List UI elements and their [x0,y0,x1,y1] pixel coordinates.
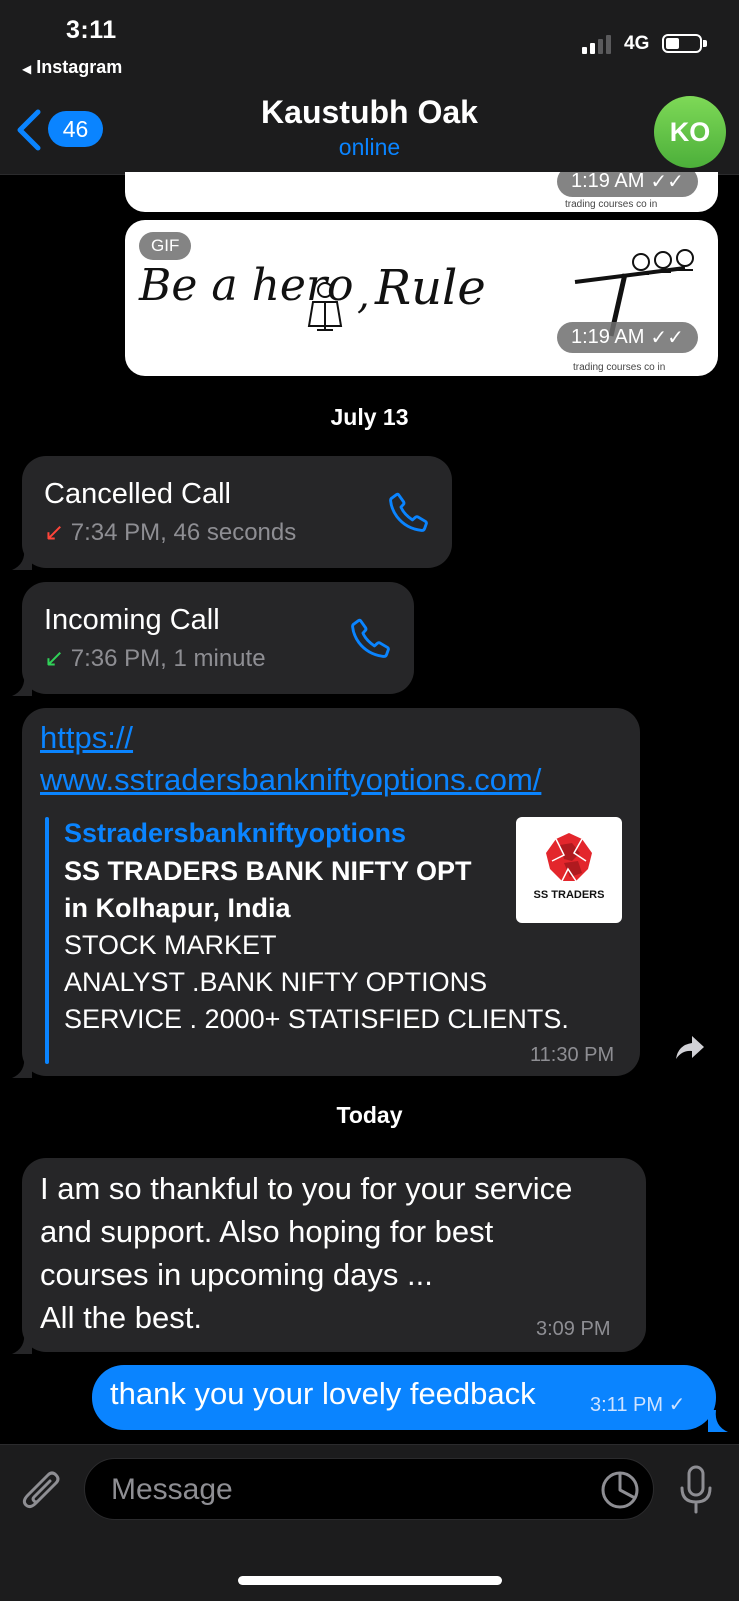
preview-accent-bar [45,817,49,1064]
gif-comma: , [357,272,370,318]
message-text-line: courses in upcoming days ... [40,1257,433,1292]
sticker-icon[interactable] [600,1470,640,1510]
avatar[interactable]: KO [654,96,726,168]
gif-message[interactable]: GIF Be a hero , Rule 1:19 AM ✓✓ trading … [125,220,718,376]
preview-description: STOCK MARKET [64,930,277,960]
media-timestamp: 1:19 AM ✓✓ [557,172,698,197]
contact-status: online [338,134,401,160]
message-link[interactable]: www.sstradersbankniftyoptions.com/ [40,762,542,797]
media-message[interactable]: 1:19 AM ✓✓ trading courses co in [125,172,718,212]
missed-arrow-icon: ↙ [44,519,65,546]
lion-logo-icon [546,833,592,882]
media-time: 1:19 AM [571,326,645,348]
preview-title: SS TRADERS BANK NIFTY OPT [64,856,472,886]
forward-icon[interactable] [674,1034,706,1062]
date-separator: Today [336,1102,403,1128]
message-text-line: All the best. [40,1300,202,1335]
battery-icon [662,34,707,53]
hero-figure-icon [307,282,343,331]
read-checks-icon: ✓✓ [650,327,684,349]
call-message-cancelled[interactable] [22,456,452,568]
media-watermark: trading courses co in [573,362,666,373]
gif-script-mid: Rule [375,260,486,316]
message-field [84,1458,654,1520]
message-input[interactable] [109,1471,583,1509]
message-time: 11:30 PM [530,1044,615,1066]
preview-title: in Kolhapur, India [64,893,291,923]
sent-check-icon: ✓ [668,1394,686,1416]
media-timestamp: 1:19 AM ✓✓ [557,322,698,353]
microphone-icon[interactable] [676,1464,716,1516]
call-title: Incoming Call [44,604,220,636]
preview-description: ANALYST .BANK NIFTY OPTIONS [64,967,488,997]
phone-icon[interactable] [386,490,432,536]
signal-icon [582,34,616,54]
message-text-line: I am so thankful to you for your service [40,1171,573,1206]
incoming-arrow-icon: ↙ [44,645,65,672]
media-time: 1:19 AM [571,172,645,192]
bubble-tail [12,548,32,570]
crowd-doodle-icon [574,249,694,337]
outgoing-message[interactable] [92,1365,716,1430]
preview-thumbnail[interactable]: SS TRADERS [516,817,622,923]
date-separator: July 13 [330,404,409,430]
bubble-tail [12,674,32,696]
incoming-message[interactable] [22,1158,646,1352]
message-time: 3:11 PM ✓ [590,1392,685,1417]
preview-thumb-label: SS TRADERS [533,889,605,901]
gif-badge: GIF [139,232,192,260]
call-meta-text: 7:36 PM, 1 minute [70,645,266,672]
bubble-tail [708,1410,728,1432]
status-time: 3:11 [66,16,117,44]
home-indicator[interactable] [238,1576,502,1585]
back-triangle-icon: ◀ [22,62,32,76]
message-time: 3:09 PM [536,1318,611,1340]
media-watermark: trading courses co in [565,199,658,210]
phone-icon[interactable] [348,616,394,662]
outgoing-message-text: thank you your lovely feedback [110,1376,536,1411]
unread-badge[interactable]: 46 [48,111,103,147]
call-meta-text: 7:34 PM, 46 seconds [70,519,297,546]
back-to-app-link[interactable]: ◀ Instagram [22,57,122,78]
preview-description: SERVICE . 2000+ STATISFIED CLIENTS. [64,1004,569,1034]
bubble-tail [12,1332,32,1354]
call-meta: ↙ 7:36 PM, 1 minute [44,644,266,673]
preview-site-name[interactable]: Sstradersbankniftyoptions [64,818,407,848]
paperclip-icon[interactable] [18,1465,66,1517]
bubble-tail [12,1056,32,1078]
call-message-incoming[interactable] [22,582,414,694]
call-title: Cancelled Call [44,478,231,510]
read-checks-icon: ✓✓ [650,172,684,193]
message-link[interactable]: https:// [40,720,134,755]
out-time-text: 3:11 PM [590,1394,663,1416]
network-type: 4G [624,33,650,54]
chat-header [0,0,739,175]
message-text-line: and support. Also hoping for best [40,1214,494,1249]
contact-name[interactable]: Kaustubh Oak [261,94,478,130]
back-chevron-icon[interactable] [14,108,44,152]
back-app-label: Instagram [36,57,123,77]
call-meta: ↙ 7:34 PM, 46 seconds [44,518,296,547]
